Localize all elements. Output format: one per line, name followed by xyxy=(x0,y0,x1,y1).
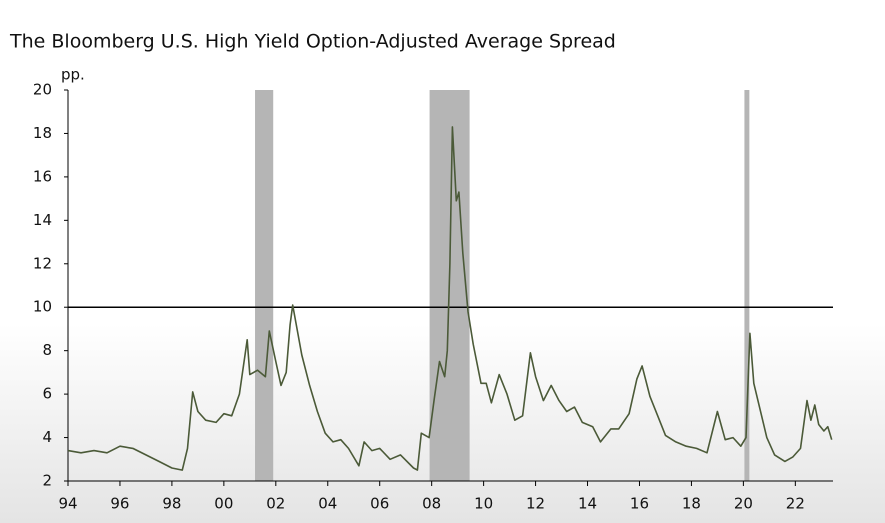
y-tick-label: 4 xyxy=(42,428,52,446)
y-tick-label: 8 xyxy=(42,341,52,359)
y-tick-label: 2 xyxy=(42,472,52,490)
spread-line xyxy=(67,126,833,471)
x-tick-label: 14 xyxy=(578,495,597,513)
y-tick-label: 6 xyxy=(42,385,52,403)
y-tick-label: 14 xyxy=(33,211,52,229)
y-tick-label: 18 xyxy=(33,124,52,142)
x-tick-label: 08 xyxy=(422,495,441,513)
chart-title: The Bloomberg U.S. High Yield Option-Adj… xyxy=(9,31,616,53)
y-tick-label: 16 xyxy=(33,167,52,185)
x-tick-label: 12 xyxy=(526,495,545,513)
x-tick-label: 04 xyxy=(318,495,337,513)
recession-band xyxy=(744,90,750,481)
x-tick-label: 20 xyxy=(734,495,753,513)
x-tick-label: 94 xyxy=(58,495,77,513)
x-tick-label: 22 xyxy=(786,495,805,513)
x-tick-label: 06 xyxy=(370,495,389,513)
x-tick-label: 10 xyxy=(474,495,493,513)
y-tick-label: 10 xyxy=(33,298,52,316)
x-tick-label: 16 xyxy=(630,495,649,513)
recession-band xyxy=(255,90,274,481)
x-tick-label: 02 xyxy=(266,495,285,513)
y-tick-label: 20 xyxy=(33,81,52,99)
x-tick-label: 18 xyxy=(682,495,701,513)
x-tick-label: 96 xyxy=(110,495,129,513)
x-tick-label: 98 xyxy=(162,495,181,513)
y-tick-label: 12 xyxy=(33,254,52,272)
y-unit: pp. xyxy=(61,66,85,84)
x-tick-label: 00 xyxy=(214,495,233,513)
